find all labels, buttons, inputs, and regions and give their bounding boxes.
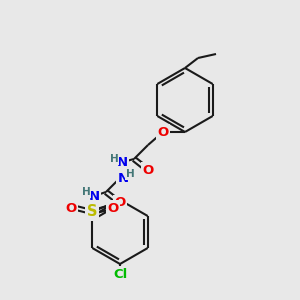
Text: H: H — [126, 169, 134, 179]
Text: H: H — [110, 154, 118, 164]
Text: Cl: Cl — [113, 268, 127, 281]
Text: N: N — [88, 190, 100, 203]
Text: O: O — [142, 164, 154, 176]
Text: O: O — [158, 125, 169, 139]
Text: N: N — [117, 172, 129, 184]
Text: O: O — [114, 196, 126, 209]
Text: N: N — [116, 157, 128, 169]
Text: O: O — [65, 202, 76, 214]
Text: O: O — [107, 202, 118, 214]
Text: H: H — [82, 187, 90, 197]
Text: S: S — [87, 205, 97, 220]
